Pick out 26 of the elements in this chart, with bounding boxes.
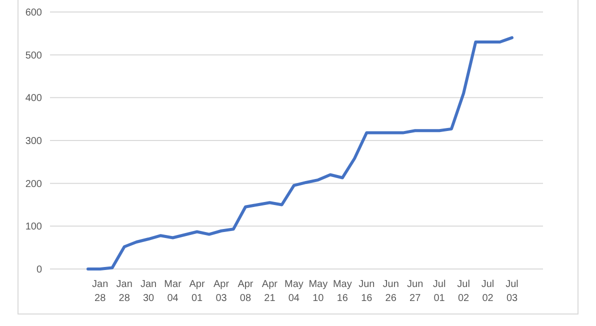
y-tick-label: 200 xyxy=(25,178,42,190)
x-tick-label: Jul 01 xyxy=(432,279,446,304)
x-tick-label: Apr 08 xyxy=(238,279,254,304)
x-tick-label: May 16 xyxy=(332,279,352,304)
y-tick-label: 0 xyxy=(36,264,42,276)
x-tick-label: May 04 xyxy=(284,279,304,304)
x-tick-label: Jan 30 xyxy=(140,279,157,304)
y-tick-label: 500 xyxy=(25,50,42,62)
y-tick-label: 300 xyxy=(25,136,42,147)
x-tick-label: Apr 21 xyxy=(262,279,278,304)
line-series xyxy=(86,36,514,270)
x-tick-label: Jan 28 xyxy=(92,279,108,304)
x-tick-label: Jul 03 xyxy=(506,279,518,304)
x-tick-label: Jun 27 xyxy=(407,279,424,304)
x-tick-label: Apr 01 xyxy=(189,279,206,304)
x-tick-label: Jun 16 xyxy=(358,279,375,304)
x-tick-label: Jan 28 xyxy=(116,279,132,304)
x-tick-label: May 10 xyxy=(308,279,328,304)
y-tick-label: 100 xyxy=(25,222,42,233)
y-tick-label: 400 xyxy=(25,93,42,104)
x-tick-label: Apr 03 xyxy=(213,279,230,304)
x-tick-label: Jul 02 xyxy=(457,279,470,304)
y-tick-label: 600 xyxy=(25,8,42,18)
x-tick-label: Jul 02 xyxy=(481,279,494,304)
x-tick-label: Jun 26 xyxy=(382,279,399,304)
x-tick-label: Mar 04 xyxy=(164,279,182,304)
